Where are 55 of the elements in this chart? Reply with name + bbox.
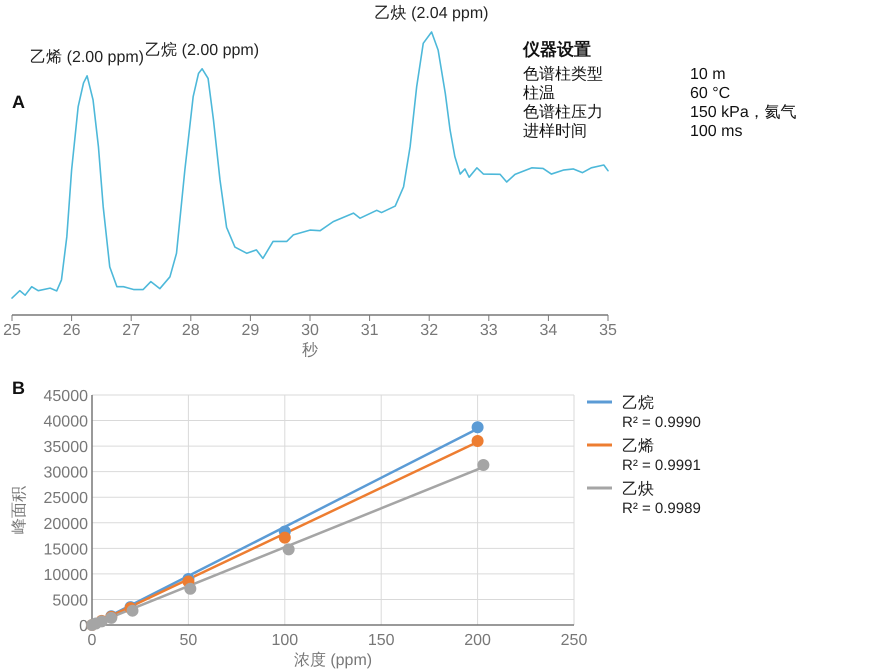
x-tick-label: 250: [560, 632, 588, 649]
y-tick-label: 30000: [44, 464, 88, 482]
point: [278, 532, 291, 544]
y-tick-label: 15000: [44, 541, 88, 558]
y-tick-label: 45000: [44, 388, 88, 405]
y-tick-label: 10000: [44, 566, 88, 584]
point: [282, 543, 295, 556]
annotation: 色谱柱压力: [523, 103, 603, 121]
text: R² = 0.9990: [622, 414, 701, 431]
annotation: 仪器设置: [522, 40, 591, 59]
x-tick-label: 32: [420, 322, 438, 339]
point: [472, 421, 484, 434]
y-tick-label: 25000: [44, 490, 88, 508]
point: [472, 435, 484, 447]
legend-label: 乙烷: [622, 394, 654, 412]
x-tick-label: 33: [480, 322, 498, 339]
x-tick-label: 200: [464, 632, 492, 649]
y-tick-label: 20000: [44, 516, 88, 533]
x-tick-label: 34: [540, 322, 558, 339]
y-tick-label: 40000: [44, 414, 88, 431]
x-tick-label: 26: [62, 322, 81, 339]
legend-label: 乙烯: [622, 437, 654, 455]
annotation: 柱温: [523, 84, 555, 102]
y-tick-label: 5000: [52, 592, 88, 610]
text: A: [12, 92, 25, 112]
annotation: 色谱柱类型: [523, 65, 603, 83]
text: 100 ms: [690, 123, 742, 140]
chart-title: B: [12, 378, 25, 398]
x-tick-label: 25: [3, 322, 21, 339]
x-tick-label: 30: [301, 322, 319, 339]
x-tick-label: 35: [599, 322, 617, 339]
y-tick-label: 35000: [44, 439, 88, 456]
x-axis-title: 秒: [302, 341, 318, 359]
point: [126, 604, 138, 617]
annotation: 乙炔 (2.04 ppm): [374, 4, 488, 22]
text: R² = 0.9991: [622, 457, 701, 474]
x-tick-label: 100: [271, 632, 298, 649]
point: [184, 582, 196, 595]
legend-label: 乙炔: [622, 480, 654, 498]
text: 10 m: [690, 66, 726, 83]
x-tick-label: 28: [182, 322, 200, 339]
x-tick-label: 50: [180, 632, 198, 649]
x-axis-title: 浓度 (ppm): [294, 651, 372, 669]
annotation: 进样时间: [523, 122, 587, 140]
text: 60 °C: [690, 85, 730, 102]
x-tick-label: 150: [368, 632, 395, 649]
text: R² = 0.9989: [622, 500, 701, 517]
x-tick-label: 31: [360, 322, 379, 339]
x-tick-label: 29: [242, 322, 260, 339]
point: [477, 459, 490, 472]
annotation: 乙烷 (2.00 ppm): [145, 40, 260, 59]
x-tick-label: 27: [122, 322, 140, 339]
text: 150 kPa，氦气: [690, 104, 797, 121]
y-axis-title: 峰面积: [11, 486, 28, 534]
annotation: 乙烯 (2.00 ppm): [30, 48, 144, 66]
